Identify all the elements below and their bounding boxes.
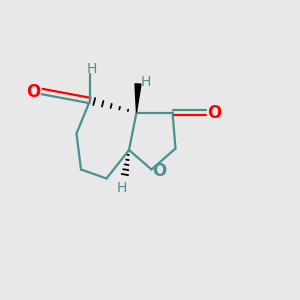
Polygon shape — [135, 84, 141, 112]
Text: O: O — [207, 103, 222, 122]
Text: O: O — [152, 162, 166, 180]
Text: O: O — [26, 82, 40, 100]
Text: H: H — [140, 76, 151, 89]
Text: H: H — [86, 62, 97, 76]
Text: H: H — [116, 181, 127, 194]
